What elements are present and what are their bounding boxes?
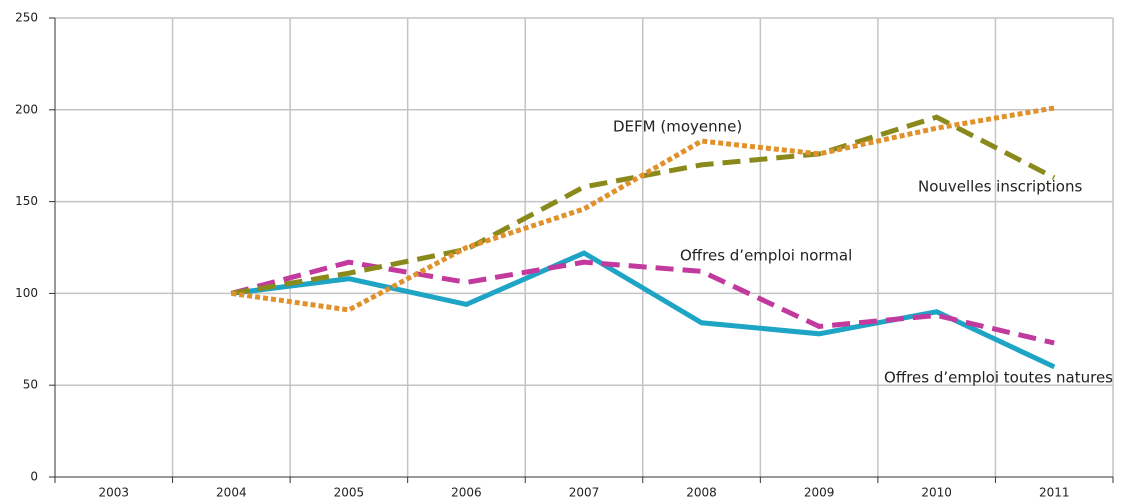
y-tick-label: 200 — [15, 102, 38, 116]
x-tick-label: 2003 — [99, 486, 130, 500]
x-tick-label: 2005 — [334, 486, 365, 500]
series-line — [230, 105, 1055, 313]
y-tick-label: 100 — [15, 286, 38, 300]
x-tick-label: 2006 — [451, 486, 482, 500]
y-tick-label: 150 — [15, 194, 38, 208]
x-tick-label: 2010 — [921, 486, 952, 500]
x-tick-label: 2008 — [686, 486, 717, 500]
x-tick-label: 2009 — [804, 486, 835, 500]
series-label: Offres d’emploi normal — [680, 247, 852, 265]
y-tick-label: 50 — [23, 378, 38, 392]
series-label: Nouvelles inscriptions — [918, 178, 1082, 196]
y-tick-label: 250 — [15, 11, 38, 25]
series-label: Offres d’emploi toutes natures — [884, 369, 1113, 387]
x-tick-label: 2007 — [569, 486, 600, 500]
x-tick-label: 2011 — [1039, 486, 1070, 500]
series-label: DEFM (moyenne) — [613, 118, 742, 136]
series-line — [230, 259, 1055, 346]
y-tick-label: 0 — [30, 470, 38, 484]
x-tick-label: 2004 — [216, 486, 247, 500]
